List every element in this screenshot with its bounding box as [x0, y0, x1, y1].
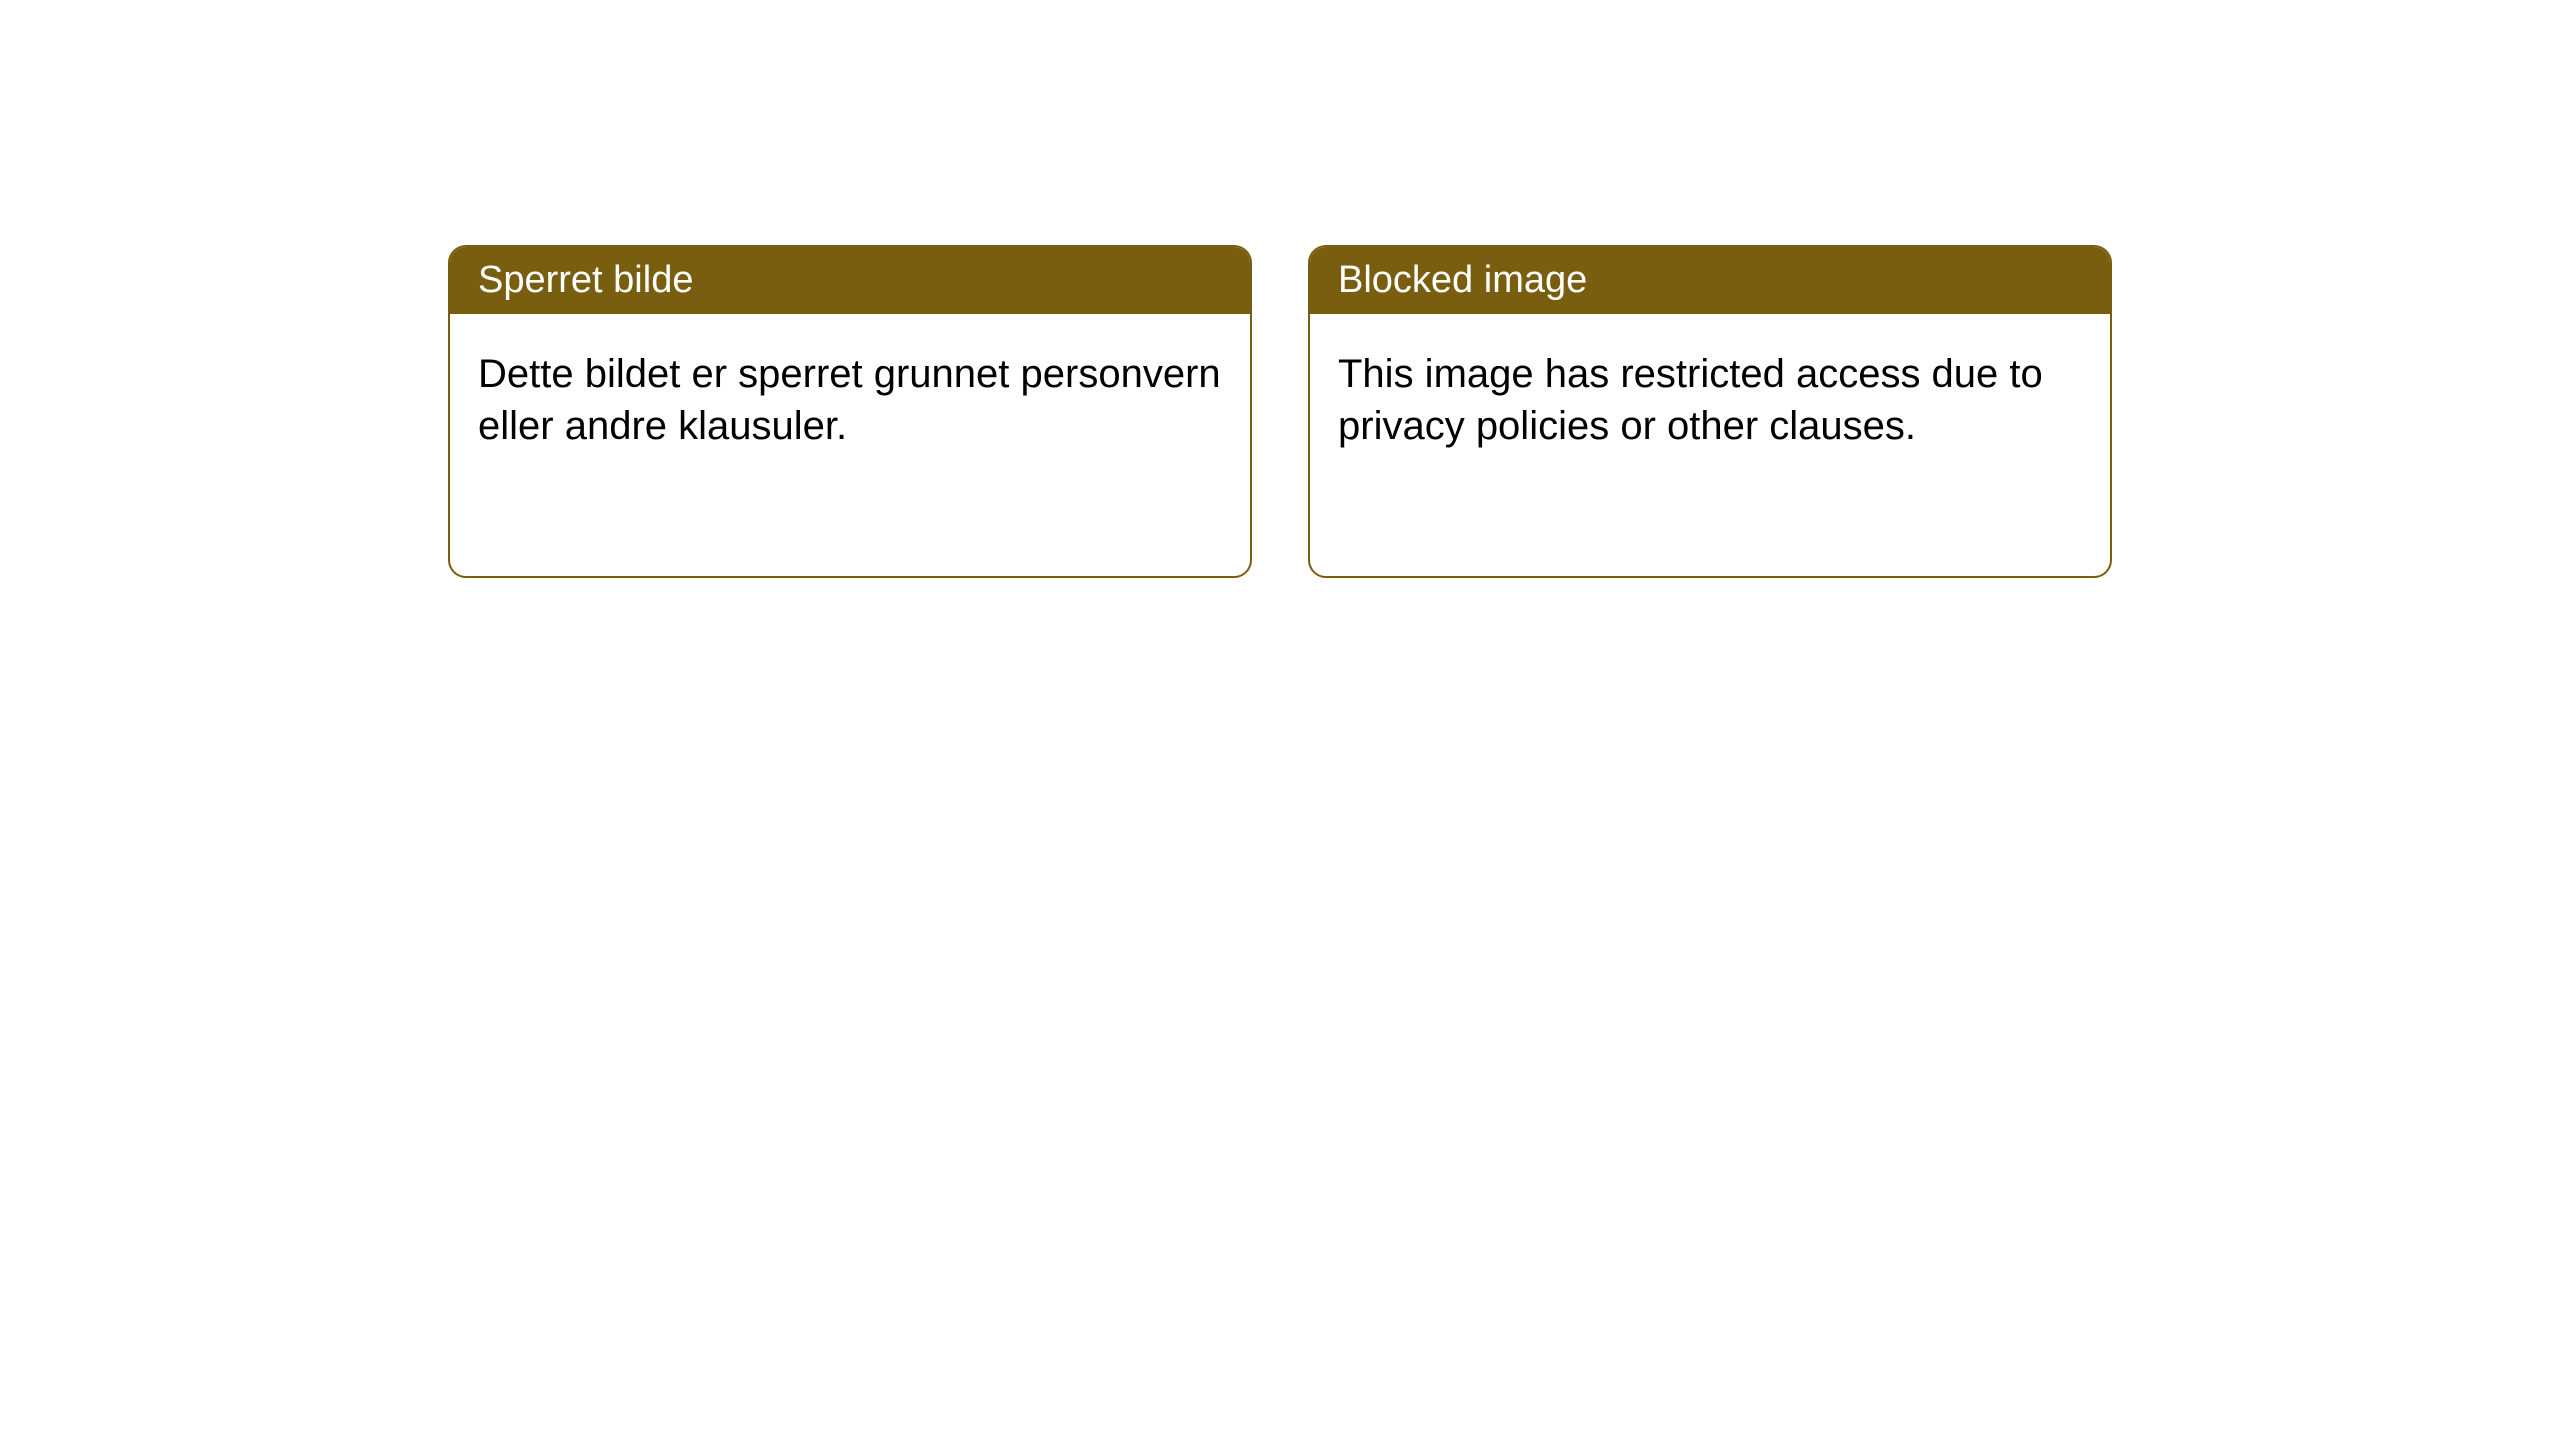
- notice-card-en: Blocked image This image has restricted …: [1308, 245, 2112, 578]
- notice-body-en: This image has restricted access due to …: [1310, 314, 2110, 486]
- notice-title-no: Sperret bilde: [450, 247, 1250, 314]
- notice-card-no: Sperret bilde Dette bildet er sperret gr…: [448, 245, 1252, 578]
- notice-container: Sperret bilde Dette bildet er sperret gr…: [0, 0, 2560, 578]
- notice-body-no: Dette bildet er sperret grunnet personve…: [450, 314, 1250, 486]
- notice-title-en: Blocked image: [1310, 247, 2110, 314]
